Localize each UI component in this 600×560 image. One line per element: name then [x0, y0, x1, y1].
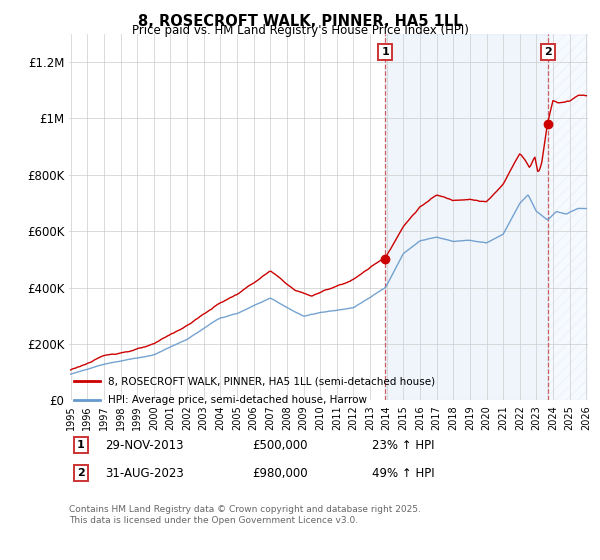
- Text: 2: 2: [544, 47, 551, 57]
- Text: 49% ↑ HPI: 49% ↑ HPI: [372, 466, 434, 480]
- Bar: [548, 34, 595, 400]
- Text: 29-NOV-2013: 29-NOV-2013: [105, 438, 184, 452]
- Bar: [385, 34, 548, 400]
- Text: £980,000: £980,000: [252, 466, 308, 480]
- Text: 1: 1: [382, 47, 389, 57]
- Text: 1: 1: [77, 440, 85, 450]
- Text: 8, ROSECROFT WALK, PINNER, HA5 1LL (semi-detached house): 8, ROSECROFT WALK, PINNER, HA5 1LL (semi…: [108, 376, 435, 386]
- Text: 23% ↑ HPI: 23% ↑ HPI: [372, 438, 434, 452]
- Text: 8, ROSECROFT WALK, PINNER, HA5 1LL: 8, ROSECROFT WALK, PINNER, HA5 1LL: [137, 14, 463, 29]
- Text: 31-AUG-2023: 31-AUG-2023: [105, 466, 184, 480]
- Text: Price paid vs. HM Land Registry's House Price Index (HPI): Price paid vs. HM Land Registry's House …: [131, 24, 469, 37]
- Text: £500,000: £500,000: [252, 438, 308, 452]
- Text: Contains HM Land Registry data © Crown copyright and database right 2025.
This d: Contains HM Land Registry data © Crown c…: [69, 505, 421, 525]
- Text: 2: 2: [77, 468, 85, 478]
- Text: HPI: Average price, semi-detached house, Harrow: HPI: Average price, semi-detached house,…: [108, 395, 367, 405]
